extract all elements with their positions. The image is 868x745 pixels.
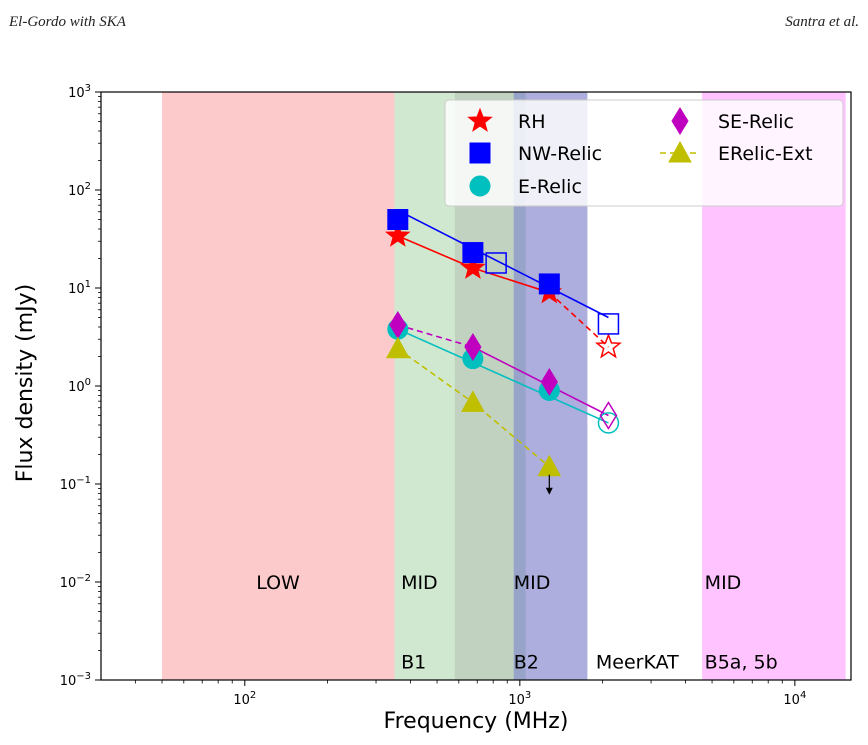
- series-dashed-line-0: [548, 291, 609, 348]
- data-point-open: [595, 332, 622, 359]
- data-points-layer: [385, 209, 622, 495]
- legend-marker: [467, 107, 493, 132]
- y-tick-label: 102: [68, 181, 91, 199]
- legend-label: SE-Relic: [718, 111, 794, 133]
- y-tick-label: 100: [68, 377, 91, 395]
- series-line-3: [472, 346, 609, 417]
- data-point-open: [597, 313, 620, 335]
- band-label: B5a, 5b: [705, 651, 778, 673]
- axes-layer: 10−3 10−2 10−1 100 101 102 103 102 103 104: [60, 83, 852, 708]
- legend-marker: [671, 107, 689, 135]
- running-header-right: Santra et al.: [785, 14, 859, 30]
- data-point: [385, 336, 410, 359]
- data-point-open: [597, 412, 620, 434]
- data-point: [462, 242, 484, 264]
- data-point: [385, 222, 411, 247]
- y-tick-label: 10−1: [60, 475, 91, 493]
- legend-label: E-Relic: [518, 176, 582, 198]
- legend: RH SE-Relic NW-Relic ERelic-Ext E-Relic: [444, 99, 844, 207]
- data-point: [464, 333, 482, 361]
- data-point: [540, 367, 558, 396]
- x-axis-label: Frequency (MHz): [384, 709, 569, 734]
- y-tick-label: 101: [68, 279, 91, 297]
- legend-marker: [668, 140, 692, 163]
- data-point: [387, 209, 409, 231]
- legend-label: NW-Relic: [518, 143, 602, 165]
- legend-box: [444, 99, 844, 207]
- x-tick-label: 104: [783, 690, 806, 708]
- band-label: LOW: [256, 572, 300, 594]
- data-point-open: [599, 401, 618, 430]
- x-tick-label: 102: [233, 690, 256, 708]
- series-dashed-line-3: [397, 324, 474, 348]
- x-tick-label: 103: [508, 690, 531, 708]
- data-point: [461, 390, 485, 412]
- legend-marker: [469, 142, 491, 164]
- y-tick-label: 103: [68, 83, 91, 101]
- upper-limit-arrowhead: [545, 487, 553, 495]
- band-label: MID: [514, 572, 551, 594]
- band-label-layer: LOW MID MID MID B1 B2 MeerKAT B5a, 5b: [256, 572, 777, 673]
- band-0: [162, 92, 395, 680]
- legend-marker: [469, 175, 491, 197]
- running-header-left: El-Gordo with SKA: [9, 14, 126, 30]
- band-label: MID: [401, 572, 438, 594]
- data-point-open: [485, 252, 507, 274]
- y-axis-label: Flux density (mJy): [13, 284, 38, 482]
- legend-label: ERelic-Ext: [718, 143, 813, 165]
- data-point: [460, 254, 486, 279]
- band-label: MID: [705, 572, 742, 594]
- y-tick-label: 10−2: [60, 573, 91, 591]
- band-label: MeerKAT: [596, 651, 679, 673]
- data-point: [538, 273, 560, 295]
- band-label: B2: [514, 651, 539, 673]
- legend-label: RH: [518, 111, 546, 133]
- series-line-2: [397, 328, 609, 424]
- y-tick-label: 10−3: [60, 671, 91, 689]
- band-label: B1: [401, 651, 426, 673]
- series-line-1: [397, 209, 609, 319]
